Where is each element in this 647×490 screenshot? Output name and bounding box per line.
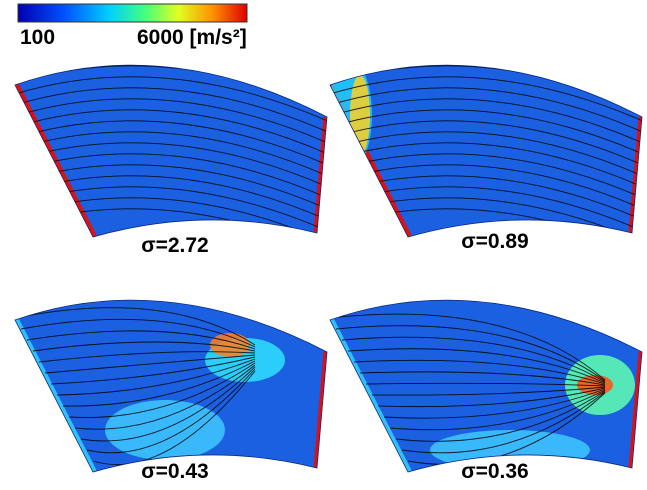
contour-plot [10, 30, 340, 254]
colorbar-min-label: 100 [20, 26, 55, 49]
contour-panel [10, 30, 340, 254]
contour-panel [325, 30, 647, 254]
panel-label: σ=2.72 [141, 234, 209, 257]
contour-plot [10, 265, 340, 480]
contour-plot [325, 30, 647, 254]
figure: 100 6000 [m/s²] σ=2.72 σ=0.89 σ=0.43 σ=0.36 [0, 0, 647, 490]
contour-panel [10, 265, 340, 480]
panel-label: σ=0.36 [461, 460, 529, 483]
panels [10, 30, 647, 480]
contour-background [325, 30, 647, 245]
contour-plot [325, 265, 647, 480]
panel-label: σ=0.43 [141, 460, 209, 483]
contour-region [105, 400, 225, 460]
contour-background [10, 30, 340, 245]
contour-panel [325, 265, 647, 480]
colorbar-max-label: 6000 [m/s²] [137, 26, 247, 49]
colorbar [18, 4, 247, 22]
panel-label: σ=0.89 [461, 230, 529, 253]
